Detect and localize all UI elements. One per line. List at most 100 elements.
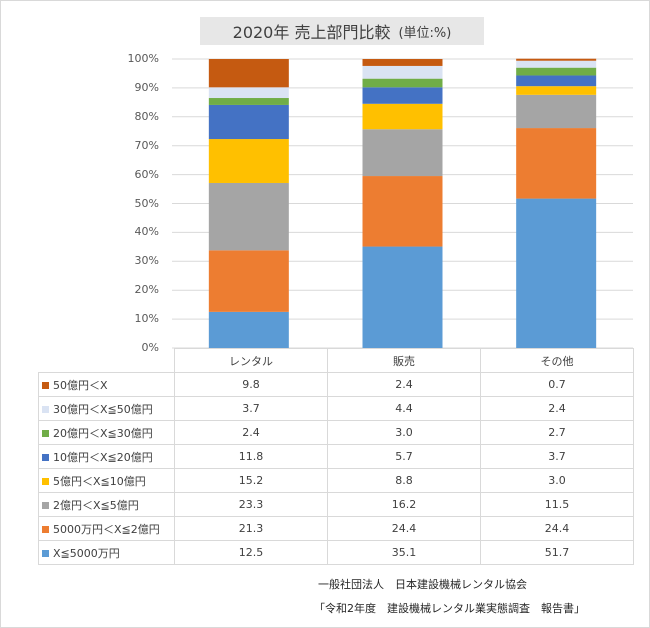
legend-entry: 50億円＜X xyxy=(38,372,175,397)
legend-label: 50億円＜X xyxy=(53,378,108,392)
legend-key xyxy=(42,477,49,485)
bar-segment xyxy=(208,98,289,105)
legend-entry: 20億円＜X≦30億円 xyxy=(38,420,175,445)
bar-segment xyxy=(362,129,443,177)
bar-segment xyxy=(362,246,443,348)
data-label: 51.7 xyxy=(480,540,634,565)
bar-segment xyxy=(516,128,597,199)
y-tick-label: 80% xyxy=(134,109,159,123)
bar-segment xyxy=(516,67,597,76)
table-header-row: レンタル 販売 その他 xyxy=(39,348,634,373)
data-label: 16.2 xyxy=(327,492,481,517)
y-tick-label: 40% xyxy=(134,225,159,239)
chart-title-text: 2020年 売上部門比較 xyxy=(232,23,391,42)
legend-entry: 30億円＜X≦50億円 xyxy=(38,396,175,421)
data-label: 8.8 xyxy=(327,468,481,493)
legend-key xyxy=(42,429,49,437)
y-tick-label: 10% xyxy=(134,312,159,326)
data-label: 2.4 xyxy=(480,396,634,421)
legend-entry: 2億円＜X≦5億円 xyxy=(38,492,175,517)
data-label: 23.3 xyxy=(174,492,328,517)
legend-entry: X≦5000万円 xyxy=(38,540,175,565)
data-label: 3.7 xyxy=(480,444,634,469)
legend-label: 5億円＜X≦10億円 xyxy=(53,474,146,488)
bar-segment xyxy=(362,59,443,66)
bar-segment xyxy=(362,176,443,247)
data-label: 2.4 xyxy=(174,420,328,445)
bar-segment xyxy=(208,87,289,99)
legend-entry: 5000万円＜X≦2億円 xyxy=(38,516,175,541)
y-tick-label: 90% xyxy=(134,80,159,94)
bar-segment xyxy=(208,250,289,312)
legend-entry: 10億円＜X≦20億円 xyxy=(38,444,175,469)
bar-segment xyxy=(516,58,597,61)
bar-segment xyxy=(208,59,289,88)
data-label: 24.4 xyxy=(327,516,481,541)
table-row: 10億円＜X≦20億円 11.8 5.7 3.7 xyxy=(38,444,634,469)
chart-title: 2020年 売上部門比較 (単位:%) xyxy=(200,17,484,45)
table-row: 20億円＜X≦30億円 2.4 3.0 2.7 xyxy=(38,420,634,445)
data-label: 4.4 xyxy=(327,396,481,421)
bar-segment xyxy=(362,65,443,79)
bar-segment xyxy=(516,86,597,95)
x-tick-label: 販売 xyxy=(327,348,481,373)
y-tick-label: 30% xyxy=(134,254,159,268)
table-corner xyxy=(39,349,175,373)
bar-segment xyxy=(208,311,289,348)
data-label: 0.7 xyxy=(480,372,634,397)
y-tick-label: 70% xyxy=(134,138,159,152)
data-label: 9.8 xyxy=(174,372,328,397)
table-row: 30億円＜X≦50億円 3.7 4.4 2.4 xyxy=(38,396,634,421)
data-label: 12.5 xyxy=(174,540,328,565)
data-label: 5.7 xyxy=(327,444,481,469)
legend-label: X≦5000万円 xyxy=(53,546,120,560)
bar-segment xyxy=(208,139,289,183)
y-tick-label: 60% xyxy=(134,167,159,181)
data-label: 2.4 xyxy=(327,372,481,397)
legend-entry: 5億円＜X≦10億円 xyxy=(38,468,175,493)
legend-key xyxy=(42,549,49,557)
data-label: 21.3 xyxy=(174,516,328,541)
data-label: 24.4 xyxy=(480,516,634,541)
legend-key xyxy=(42,453,49,461)
data-label: 2.7 xyxy=(480,420,634,445)
data-label: 3.0 xyxy=(327,420,481,445)
bar-segment xyxy=(362,103,443,130)
data-label: 11.8 xyxy=(174,444,328,469)
table-row: 50億円＜X 9.8 2.4 0.7 xyxy=(38,372,634,397)
table-row: 5000万円＜X≦2億円 21.3 24.4 24.4 xyxy=(38,516,634,541)
legend-key xyxy=(42,501,49,509)
table-row: X≦5000万円 12.5 35.1 51.7 xyxy=(38,540,634,565)
legend-key xyxy=(42,525,49,533)
y-tick-label: 0% xyxy=(141,341,159,354)
y-tick-label: 50% xyxy=(134,196,159,210)
bar-segment xyxy=(362,87,443,104)
data-label: 3.7 xyxy=(174,396,328,421)
bar-segment xyxy=(516,94,597,129)
data-label: 11.5 xyxy=(480,492,634,517)
data-label: 3.0 xyxy=(480,468,634,493)
bar-segment xyxy=(516,60,597,68)
bar-segment xyxy=(516,198,597,348)
legend-label: 2億円＜X≦5億円 xyxy=(53,498,139,512)
legend-label: 10億円＜X≦20億円 xyxy=(53,450,153,464)
data-table: レンタル 販売 その他 50億円＜X 9.8 2.4 0.7 30億円＜X≦50億円 3.7 4.… xyxy=(38,348,634,565)
source-organization: 一般社団法人 日本建設機械レンタル協会 xyxy=(318,578,527,591)
legend-label: 20億円＜X≦30億円 xyxy=(53,426,153,440)
data-label: 35.1 xyxy=(327,540,481,565)
table-row: 5億円＜X≦10億円 15.2 8.8 3.0 xyxy=(38,468,634,493)
legend-key xyxy=(42,405,49,413)
bar-segment xyxy=(208,182,289,251)
bar-segment xyxy=(208,104,289,140)
source-report: 「令和2年度 建設機械レンタル業実態調査 報告書」 xyxy=(314,602,585,615)
legend-label: 5000万円＜X≦2億円 xyxy=(53,522,160,536)
chart-title-unit: (単位:%) xyxy=(398,25,452,41)
x-tick-label: その他 xyxy=(480,348,634,373)
data-label: 15.2 xyxy=(174,468,328,493)
legend-label: 30億円＜X≦50億円 xyxy=(53,402,153,416)
legend-key xyxy=(42,381,49,389)
table-row: 2億円＜X≦5億円 23.3 16.2 11.5 xyxy=(38,492,634,517)
bar-segment xyxy=(362,78,443,88)
y-tick-label: 100% xyxy=(127,52,159,65)
